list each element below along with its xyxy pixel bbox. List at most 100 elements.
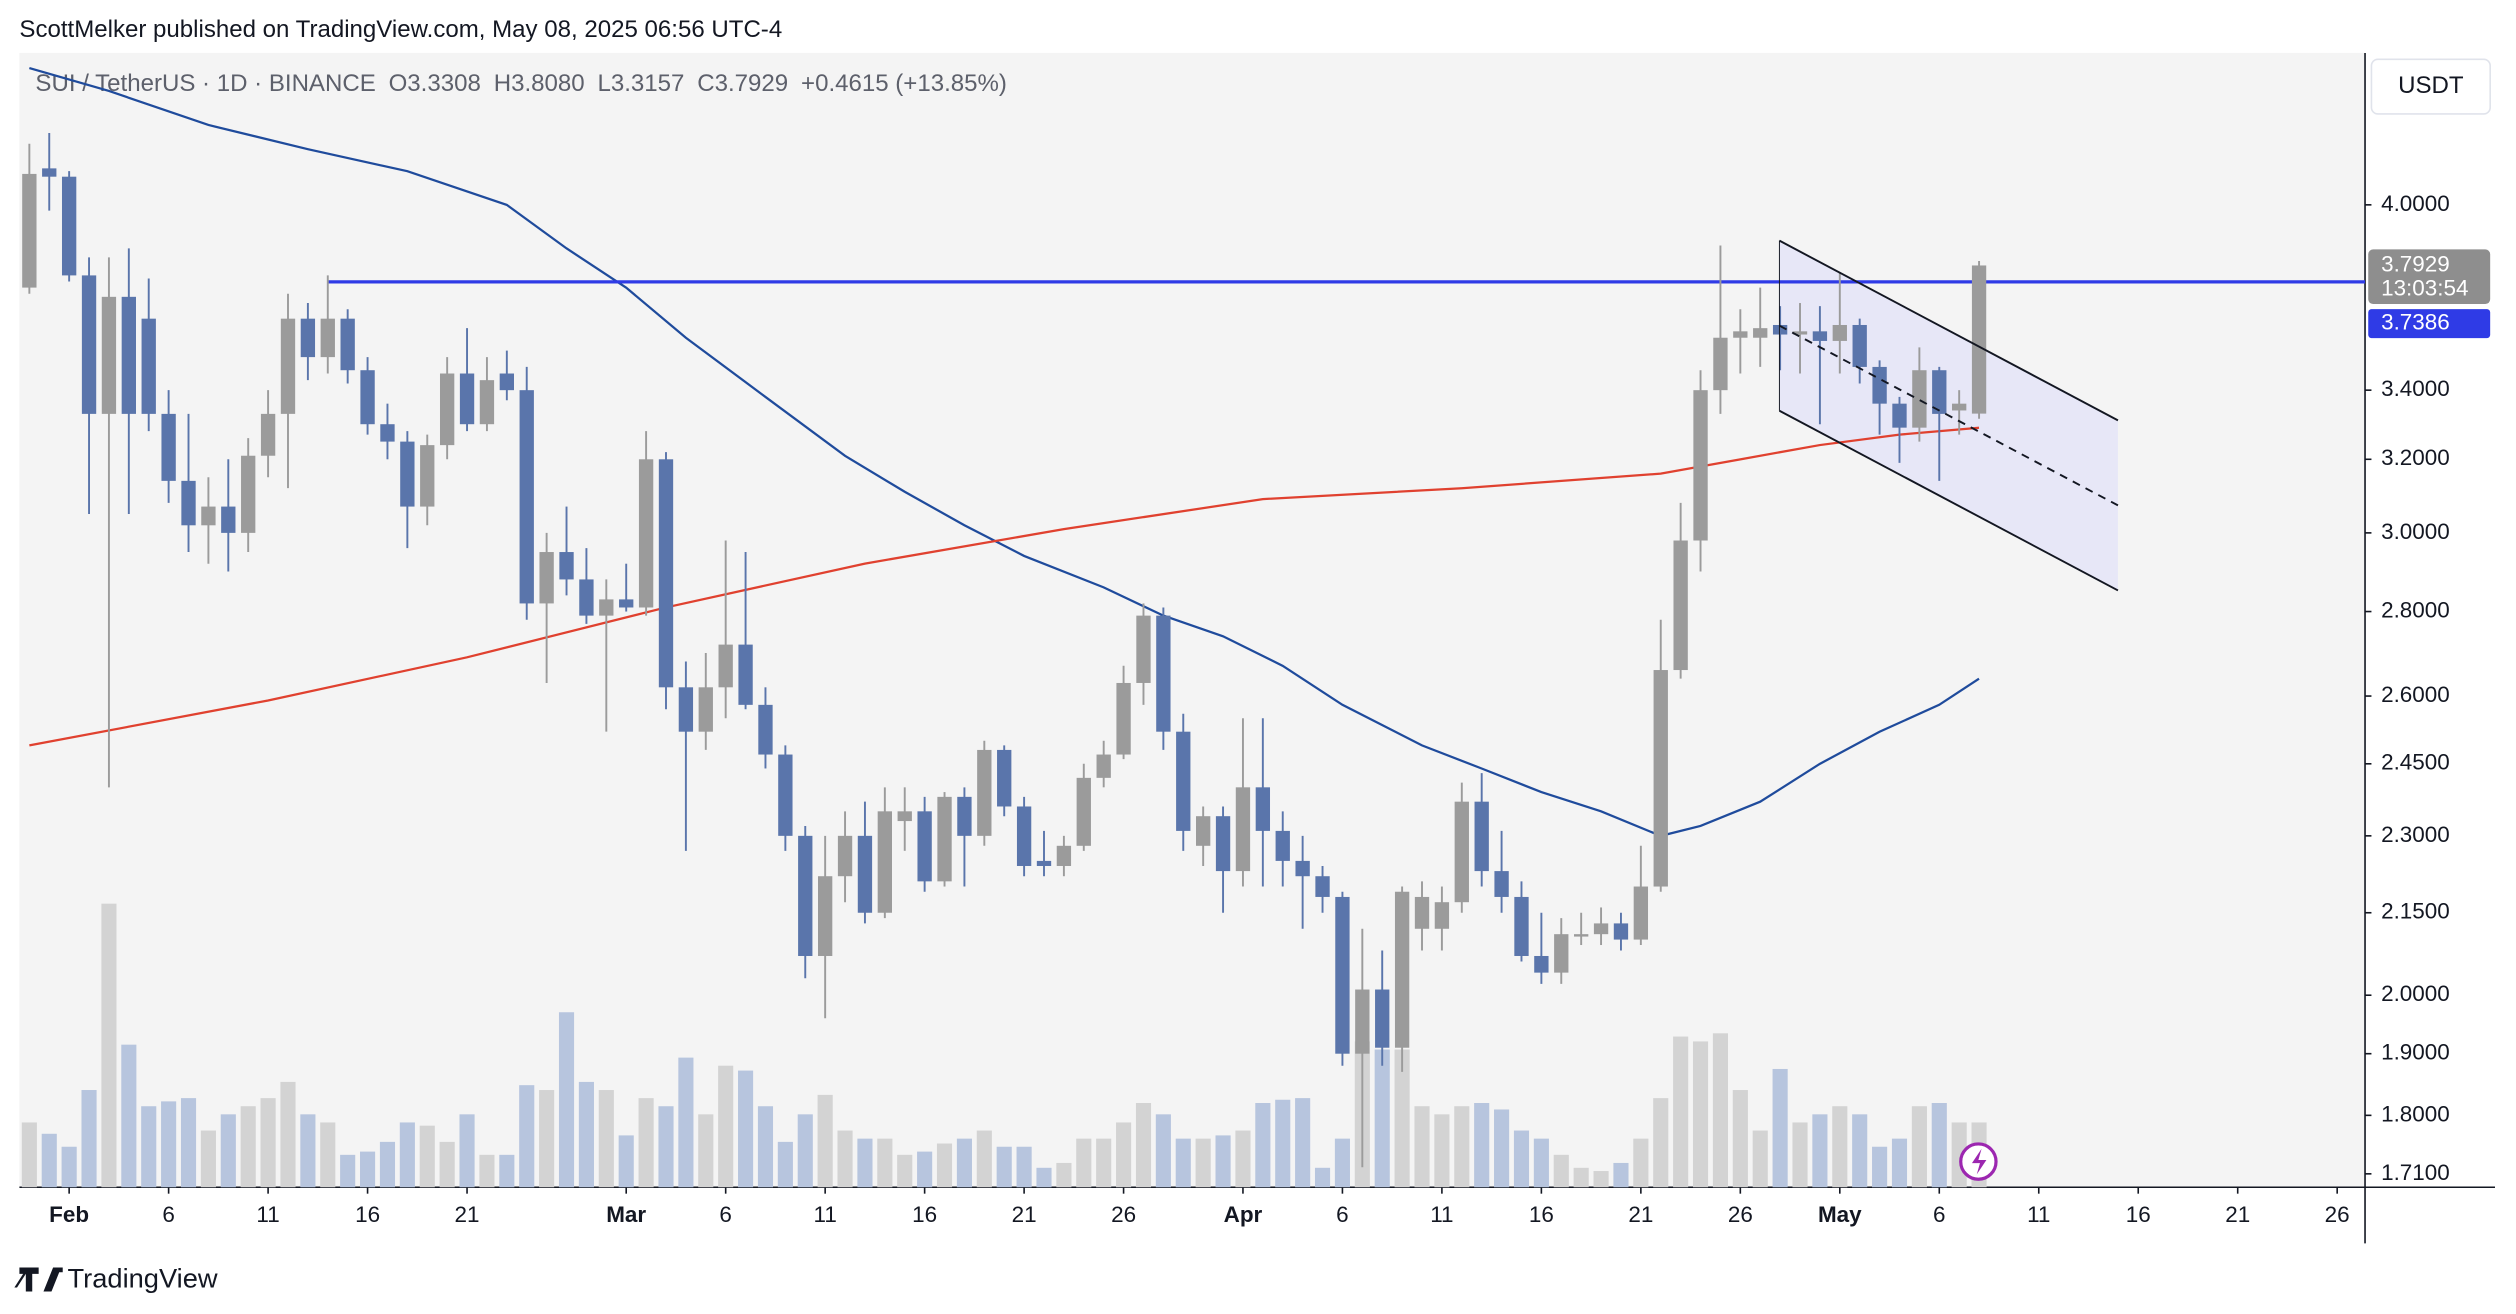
candle-body <box>1633 886 1649 940</box>
volume-bar <box>1135 1102 1152 1188</box>
volume-bar <box>1852 1114 1868 1188</box>
volume-bar <box>81 1090 97 1188</box>
volume-bar <box>180 1098 197 1188</box>
level-price: 3.7386 <box>2381 310 2450 335</box>
high-key: H <box>494 70 511 97</box>
volume-bar <box>161 1101 177 1188</box>
candle-body <box>798 835 813 956</box>
channel-middle <box>1778 324 2119 507</box>
x-tick-label: 26 <box>1111 1202 1136 1227</box>
volume-layer <box>21 903 1987 1188</box>
volume-bar <box>200 1130 216 1188</box>
volume-bar <box>21 1122 37 1188</box>
level-price-box <box>2368 309 2491 339</box>
volume-bar <box>777 1141 793 1188</box>
volume-bar <box>1653 1098 1669 1188</box>
y-tick-label: 1.8000 <box>2381 1101 2450 1126</box>
x-tick-label: 16 <box>355 1202 380 1227</box>
candle-body <box>201 506 216 526</box>
y-tick-label: 3.2000 <box>2381 445 2450 470</box>
candle-body <box>519 390 534 604</box>
volume-bar <box>917 1151 933 1188</box>
candle-body <box>599 599 614 616</box>
candle-body <box>957 796 972 836</box>
x-tick-label: 26 <box>1728 1202 1753 1227</box>
candle-body <box>400 441 415 507</box>
candle-body <box>1753 328 1768 338</box>
candle-body <box>1036 860 1052 866</box>
volume-bar <box>1911 1106 1927 1188</box>
volume-bar <box>797 1114 813 1188</box>
candle-body <box>479 380 495 425</box>
x-tick-label: 21 <box>1012 1202 1037 1227</box>
low-value: 3.3157 <box>611 70 685 97</box>
candle-body <box>1016 806 1032 866</box>
candle-body <box>1275 830 1290 861</box>
candle-body <box>857 835 873 913</box>
candle-body <box>260 413 276 456</box>
volume-bar <box>1096 1138 1112 1188</box>
volume-bar <box>1295 1098 1311 1188</box>
candle-body <box>1613 923 1629 940</box>
close-value: 3.7929 <box>715 70 789 97</box>
candle-body <box>1952 403 1967 411</box>
x-tick-label: 16 <box>1529 1202 1554 1227</box>
x-tick-label: Feb <box>49 1202 89 1227</box>
x-tick-label: Mar <box>606 1202 646 1227</box>
volume-bar <box>1076 1138 1092 1188</box>
candle-body <box>241 455 256 533</box>
candle-body <box>1514 896 1529 956</box>
volume-bar <box>598 1090 614 1188</box>
alert-bolt <box>1971 1148 1987 1175</box>
currency-button[interactable] <box>2370 58 2491 115</box>
candle-body <box>678 687 694 732</box>
volume-bar <box>678 1057 694 1188</box>
volume-bar <box>1673 1036 1689 1188</box>
candle-body <box>439 373 455 446</box>
volume-bar <box>857 1138 873 1188</box>
volume-bar <box>340 1154 356 1188</box>
channel-bottom <box>1778 409 2119 592</box>
y-tick-label: 2.1500 <box>2381 899 2450 924</box>
volume-bar <box>1752 1130 1768 1188</box>
candle-body <box>1474 801 1489 872</box>
candle-body <box>1355 989 1370 1054</box>
volume-bar <box>479 1154 495 1188</box>
candle-body <box>1653 670 1668 887</box>
volume-bar <box>360 1151 376 1188</box>
volume-bar <box>698 1114 714 1188</box>
candle-body <box>1892 403 1907 428</box>
candle-body <box>300 318 316 358</box>
volume-bar <box>1732 1090 1748 1188</box>
volume-bar <box>1772 1068 1788 1188</box>
volume-bar <box>1036 1167 1052 1188</box>
volume-bar <box>320 1122 336 1188</box>
currency[interactable]: USDT <box>2398 72 2464 99</box>
candle-body <box>778 754 793 836</box>
volume-bar <box>936 1143 953 1188</box>
brand-logo <box>19 1267 63 1292</box>
volume-bar <box>419 1125 435 1188</box>
volume-bar <box>837 1130 853 1188</box>
candle-body <box>1156 615 1171 732</box>
candle-body <box>1414 896 1430 929</box>
candle-body <box>1335 896 1350 1054</box>
volume-bar <box>1215 1135 1231 1188</box>
candle-body <box>559 552 574 580</box>
brand: TradingView <box>68 1263 218 1294</box>
x-tick-label: 6 <box>162 1202 175 1227</box>
volume-bar <box>558 1012 575 1188</box>
volume-bar <box>1494 1109 1510 1188</box>
candle-body <box>1116 682 1131 755</box>
price-layer <box>22 66 2366 1168</box>
volume-bar <box>121 1044 137 1188</box>
moving-average <box>29 426 1980 747</box>
volume-bar <box>141 1106 157 1188</box>
volume-bar <box>1116 1122 1132 1188</box>
volume-bar <box>1414 1106 1430 1188</box>
candle-body <box>121 296 136 414</box>
x-tick-label: 11 <box>813 1202 836 1227</box>
y-tick-label: 2.8000 <box>2381 597 2450 622</box>
volume-bar <box>1314 1167 1331 1188</box>
volume-bar <box>1931 1102 1947 1188</box>
